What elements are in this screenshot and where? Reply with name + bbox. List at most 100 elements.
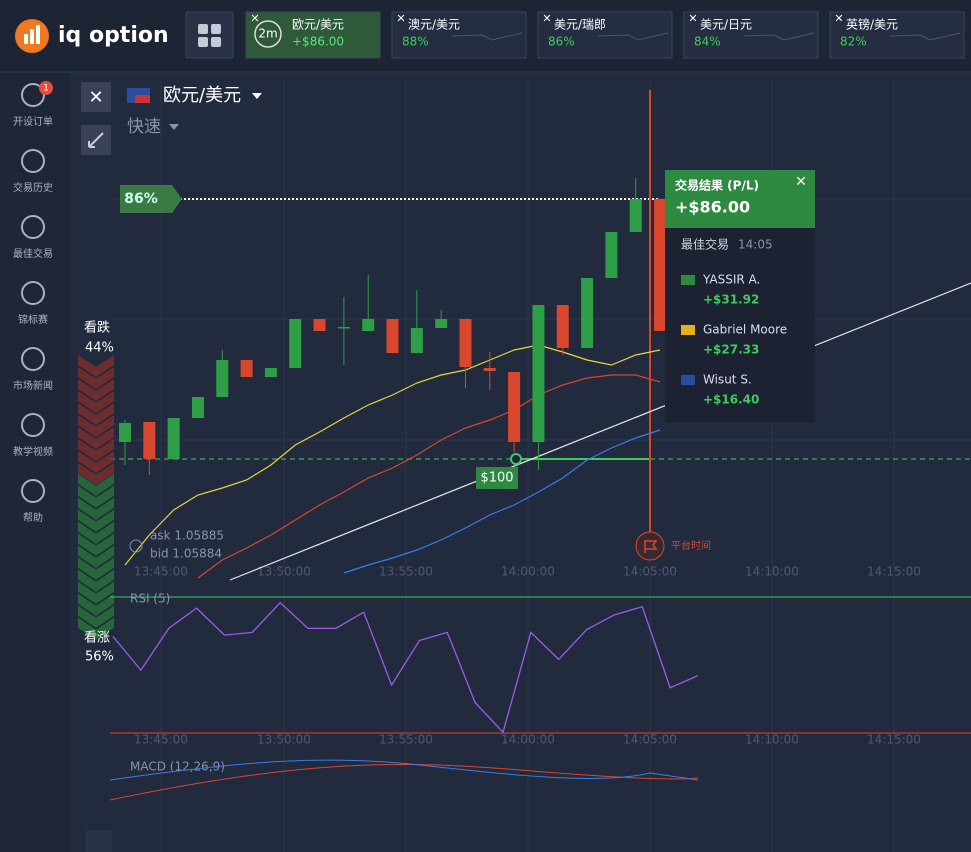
- tab-close: ✕: [834, 12, 843, 25]
- candle-body: [191, 397, 204, 418]
- tab-payout: 88%: [402, 35, 429, 49]
- best-time: 14:05: [738, 238, 773, 252]
- candle-body: [483, 368, 496, 371]
- timer: [254, 20, 282, 48]
- candle-body: [435, 319, 448, 328]
- chevron: [78, 451, 114, 473]
- chevron: [78, 355, 114, 377]
- chevron: [78, 545, 114, 568]
- sidebar-icon[interactable]: [21, 281, 45, 305]
- close-icon[interactable]: ✕: [795, 174, 807, 190]
- candle-body: [240, 360, 253, 377]
- tab[interactable]: [391, 11, 527, 59]
- macd-line: [109, 759, 699, 781]
- chevron: [78, 463, 114, 485]
- logo-text: iq option: [58, 23, 169, 48]
- tab-sparkline: [743, 32, 815, 41]
- grid-button[interactable]: [185, 11, 234, 59]
- tab[interactable]: [829, 11, 965, 59]
- candle-body: [313, 319, 326, 331]
- sidebar-label[interactable]: 交易历史: [13, 181, 53, 194]
- flag: [135, 95, 150, 103]
- sidebar-label[interactable]: 锦标赛: [18, 313, 48, 326]
- sidebar-icon[interactable]: [21, 83, 45, 107]
- sidebar-icon[interactable]: [21, 347, 45, 371]
- chevron: [78, 521, 114, 544]
- sidebar-label[interactable]: 市场新闻: [13, 379, 53, 392]
- tab-close: ✕: [250, 12, 259, 25]
- time-label: 13:55:00: [379, 733, 433, 747]
- sidebar-icon[interactable]: [21, 215, 45, 239]
- candle-body: [362, 319, 375, 331]
- tab[interactable]: [245, 11, 381, 59]
- moving-average: [343, 429, 661, 574]
- sidebar-label[interactable]: 教学视频: [13, 445, 53, 458]
- tab[interactable]: [683, 11, 819, 59]
- candle-body: [337, 327, 350, 329]
- mode[interactable]: 快速: [127, 117, 161, 137]
- sentiment: [78, 355, 114, 640]
- sidebar-label[interactable]: 帮助: [23, 511, 43, 524]
- chevron: [78, 533, 114, 556]
- chevron: [78, 367, 114, 389]
- sidebar-label[interactable]: 开设订单: [13, 116, 53, 128]
- close-button[interactable]: [81, 82, 111, 112]
- tab-payout: 84%: [694, 35, 721, 49]
- sidebar-label[interactable]: 最佳交易: [13, 247, 53, 260]
- candle-body: [119, 423, 131, 442]
- expiry-marker: [635, 531, 665, 561]
- trader-profit: +$16.40: [703, 393, 759, 407]
- chevron: [78, 569, 114, 592]
- asset-name[interactable]: 欧元/美元: [163, 85, 241, 106]
- time-label: 14:15:00: [867, 565, 921, 579]
- macd-signal: [109, 763, 699, 801]
- time-label: 14:15:00: [867, 733, 921, 747]
- chevron: [78, 391, 114, 413]
- time-label: 14:10:00: [745, 565, 799, 579]
- tab-pair: 澳元/美元: [408, 18, 460, 32]
- result-header: [665, 170, 815, 228]
- sidebar-icon[interactable]: [21, 479, 45, 503]
- candle-body: [459, 319, 472, 367]
- tab-pair: 美元/日元: [700, 18, 752, 32]
- chevron: [78, 379, 114, 401]
- tab-close: ✕: [688, 12, 697, 25]
- tab[interactable]: [537, 11, 673, 59]
- logo-bar: [36, 25, 40, 44]
- tab-sparkline: [889, 32, 961, 41]
- trader-list: YASSIR A. +$31.92 Gabriel Moore +$27.33 Wisu…: [681, 273, 787, 407]
- best-label: 最佳交易: [681, 237, 729, 252]
- chevron: [78, 497, 114, 520]
- result-title: 交易结果 (P/L): [675, 178, 759, 193]
- down-stack: [78, 355, 114, 485]
- sidebar-icon[interactable]: [21, 413, 45, 437]
- time-label: 14:10:00: [745, 733, 799, 747]
- tab-close: ✕: [396, 12, 405, 25]
- trend-line: [229, 282, 971, 581]
- up-percent: 56%: [85, 650, 114, 665]
- moving-average: [124, 344, 661, 566]
- ask: ask 1.05885: [150, 529, 224, 543]
- chevron: [78, 427, 114, 449]
- tab-sparkline: [597, 32, 669, 41]
- time-label: 13:50:00: [257, 733, 311, 747]
- tab-pair: 美元/瑞郎: [554, 18, 606, 32]
- indicator-button[interactable]: [86, 830, 112, 852]
- sidebar-icon[interactable]: [21, 149, 45, 173]
- tab-payout: 86%: [548, 35, 575, 49]
- trader-profit: +$31.92: [703, 293, 759, 307]
- chevron: [78, 617, 114, 640]
- tab-sparkline: [451, 32, 523, 41]
- time-label: 14:05:00: [623, 733, 677, 747]
- chevron: [78, 581, 114, 604]
- badge: [39, 81, 53, 95]
- chevron: [78, 509, 114, 532]
- collapse-icon: [88, 132, 104, 148]
- payout-tag: [120, 185, 182, 213]
- tab-time: 2m: [258, 27, 277, 41]
- candle-body: [386, 319, 399, 353]
- tab-pair: 英镑/美元: [846, 17, 898, 32]
